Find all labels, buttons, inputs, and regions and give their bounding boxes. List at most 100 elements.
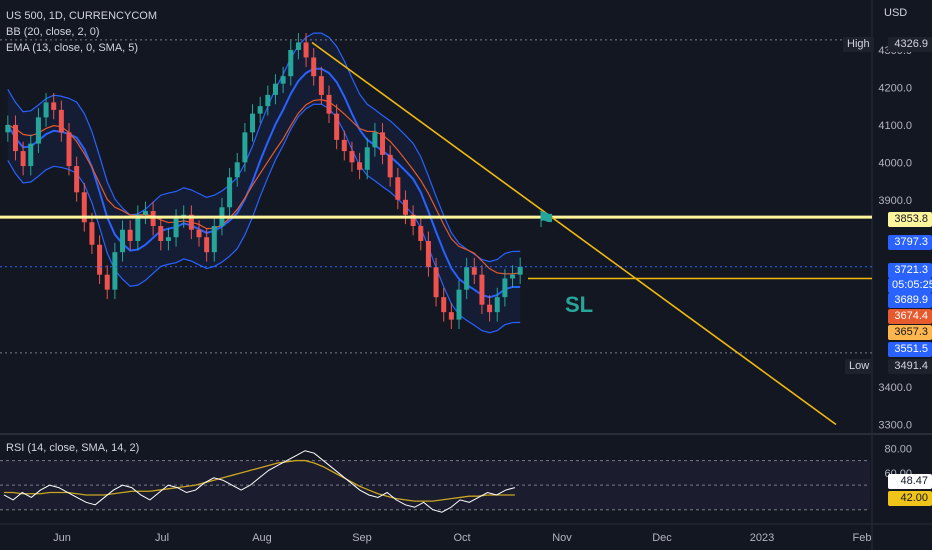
legend: US 500, 1D, CURRENCYCOM BB (20, close, 2… (6, 8, 157, 56)
low-price-badge: 3491.4 (888, 359, 932, 374)
candle-body (364, 147, 370, 170)
candle-body (28, 143, 34, 167)
candle-body (517, 266, 523, 275)
symbol-legend[interactable]: US 500, 1D, CURRENCYCOM (6, 10, 157, 22)
candle-body (311, 57, 317, 77)
bb-mid-badge: 3657.3 (888, 325, 932, 340)
time-tick-label: Jun (53, 532, 71, 544)
candle-body (326, 94, 332, 114)
candle-body (303, 42, 309, 58)
currency-label: USD (884, 7, 908, 19)
candle-body (43, 102, 49, 118)
candle-body (242, 132, 248, 163)
bb-lower-badge: 3551.5 (888, 342, 932, 357)
low-tag: Low (845, 359, 874, 374)
candle-body (66, 132, 72, 167)
candle-body (395, 177, 401, 200)
price-tick-label: 3900.0 (878, 195, 912, 207)
candle-body (510, 274, 516, 279)
candle-body (196, 229, 202, 238)
candle-body (211, 226, 217, 253)
candle-body (456, 289, 462, 320)
time-tick-label: Feb (853, 532, 872, 544)
candle-body (372, 132, 378, 148)
candle-body (487, 304, 493, 313)
rsi-tick-label: 80.00 (884, 443, 912, 455)
candle-body (272, 83, 278, 95)
candle-body (35, 117, 41, 144)
candle-body (58, 109, 64, 133)
bb-lower-line (7, 103, 521, 334)
high-tag: High (843, 37, 874, 52)
rsi-ma-line (4, 459, 515, 502)
candle-body (334, 113, 340, 140)
candle-body (418, 226, 424, 241)
bb-upper-badge: 3797.3 (888, 235, 932, 250)
candle-body (127, 229, 133, 241)
candle-body (479, 274, 485, 305)
candle-body (5, 124, 11, 133)
candle-body (51, 102, 57, 110)
last-price-badge: 3721.3 (888, 263, 932, 278)
candle-body (112, 252, 118, 290)
candle-body (165, 237, 171, 241)
time-tick-label: Oct (453, 532, 470, 544)
bb-band-fill (7, 33, 521, 333)
candle-body (142, 211, 148, 215)
candle-body (173, 218, 179, 238)
flag-icon[interactable]: ⚑ (536, 207, 556, 232)
candle-body (464, 267, 470, 290)
candle-body (204, 237, 210, 253)
candle-body (502, 278, 508, 298)
candle-body (188, 214, 194, 230)
candle-body (280, 76, 286, 84)
time-tick-label: Aug (252, 532, 272, 544)
candle-body (494, 297, 500, 313)
time-tick-label: Nov (552, 532, 572, 544)
candle-body (227, 177, 233, 208)
time-tick-label: Dec (652, 532, 672, 544)
candle-body (135, 214, 141, 241)
candle-body (357, 162, 363, 170)
candle-body (257, 106, 263, 114)
candle-body (265, 94, 271, 107)
candle-body (97, 244, 103, 275)
price-tick-label: 4100.0 (878, 120, 912, 132)
candle-body (402, 199, 408, 215)
sl-annotation[interactable]: SL (565, 292, 594, 317)
candle-body (387, 154, 393, 178)
ema-legend[interactable]: EMA (13, close, 0, SMA, 5) (6, 42, 139, 54)
rsi-value-badge: 48.47 (888, 474, 932, 489)
resistance-price-badge: 3853.8 (888, 212, 932, 227)
candle-body (234, 162, 240, 178)
rsi-line (3, 450, 516, 513)
candle-body (471, 267, 477, 275)
candle-body (288, 49, 294, 77)
candle-body (74, 166, 80, 193)
bb-upper-line (7, 32, 521, 263)
candle-body (250, 113, 256, 133)
price-tick-label: 3300.0 (878, 420, 912, 432)
rsi-ma-badge: 42.00 (888, 491, 932, 506)
candle-body (120, 229, 126, 253)
candle-body (12, 124, 18, 152)
candle-body (441, 297, 447, 313)
candle-body (104, 274, 110, 290)
candle-body (89, 222, 95, 245)
time-tick-label: Jul (155, 532, 169, 544)
ema-line (7, 99, 521, 275)
candle-body (158, 226, 164, 241)
price-tick-label: 3400.0 (878, 382, 912, 394)
price-tick-label: 4000.0 (878, 157, 912, 169)
price-tick-label: 4200.0 (878, 82, 912, 94)
downtrend-line (311, 41, 837, 426)
rsi-legend[interactable]: RSI (14, close, SMA, 14, 2) (6, 442, 140, 454)
bb-legend[interactable]: BB (20, close, 2, 0) (6, 26, 100, 38)
time-tick-label: Sep (352, 532, 372, 544)
candle-body (349, 151, 355, 163)
candle-body (20, 151, 26, 167)
candle-body (410, 214, 416, 226)
candle-body (81, 192, 87, 223)
candle-body (318, 76, 324, 95)
